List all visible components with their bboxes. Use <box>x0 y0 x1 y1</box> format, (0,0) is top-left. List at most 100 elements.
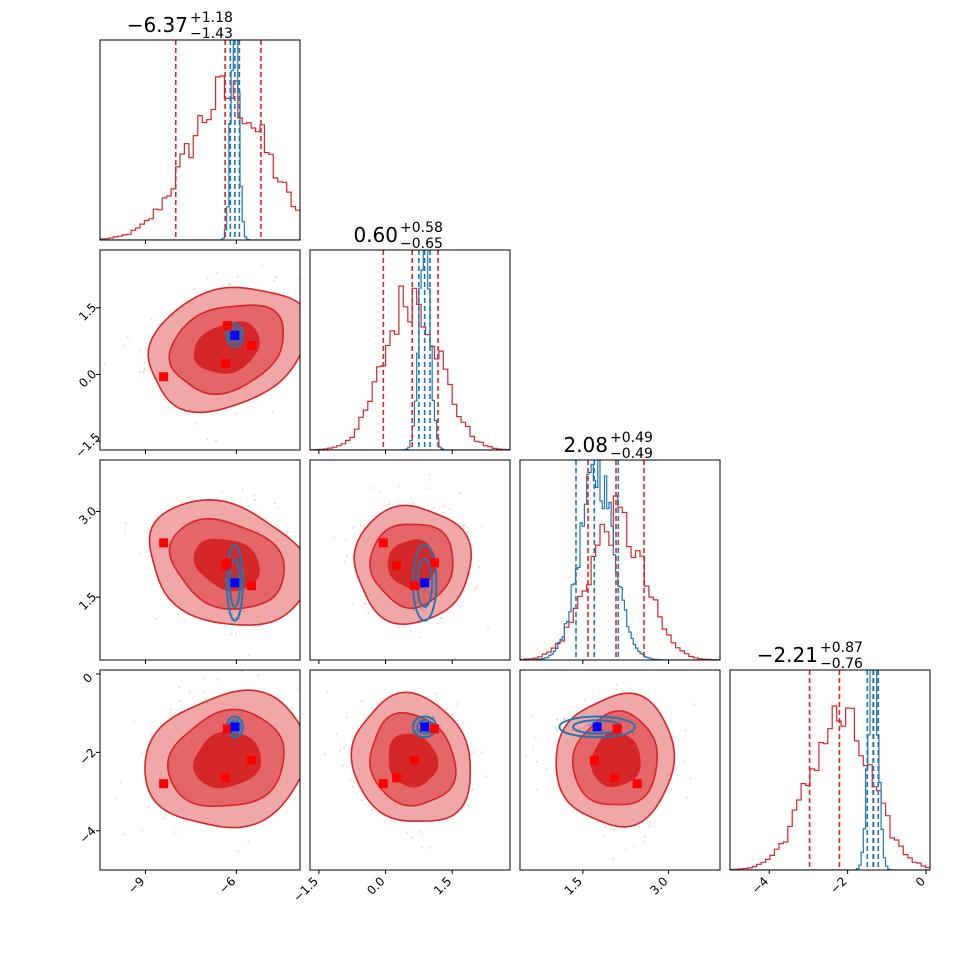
blue-sample-point <box>430 720 433 723</box>
red-sample-point <box>629 687 632 689</box>
hist-panel-4: −2.21 +0.87−0.76 <box>729 640 931 871</box>
blue-sample-point <box>429 718 432 721</box>
blue-sample-point <box>412 737 415 739</box>
panel-frame <box>309 669 511 871</box>
red-sample-point <box>264 518 267 521</box>
red-sample-point <box>463 524 466 527</box>
blue-sample-point <box>421 608 424 611</box>
red-sample-point <box>480 751 483 754</box>
blue-sample-point <box>425 563 428 566</box>
blue-sample-point <box>426 575 428 578</box>
red-sample-point <box>326 364 328 366</box>
blue-sample-point <box>236 568 239 570</box>
red-sample-point <box>472 751 475 753</box>
blue-sample-point <box>423 540 425 543</box>
red-sample-point <box>144 367 146 370</box>
red-sample-point <box>261 265 264 267</box>
x-tick-label: 1.5 <box>431 874 454 897</box>
red-sample-point <box>253 499 256 501</box>
red-sample-point <box>237 850 239 853</box>
blue-sample-point <box>632 732 634 735</box>
red-sample-point <box>215 440 217 443</box>
red-marker <box>247 755 257 765</box>
red-sample-point <box>346 554 348 557</box>
panel-frame <box>99 459 301 661</box>
blue-sample-point <box>423 604 426 606</box>
scatter-panel-4-2 <box>309 669 511 871</box>
blue-sample-point <box>240 714 243 717</box>
red-sample-point <box>306 623 308 625</box>
blue-sample-point <box>563 718 565 721</box>
red-sample-point <box>285 530 288 533</box>
blue-sample-point <box>579 727 581 730</box>
red-marker <box>632 779 642 789</box>
blue-sample-point <box>422 567 424 570</box>
red-sample-point <box>397 485 400 488</box>
red-sample-point <box>305 687 307 689</box>
red-marker <box>378 779 388 789</box>
red-sample-point <box>257 674 260 677</box>
red-sample-point <box>91 387 93 389</box>
blue-sample-point <box>413 608 415 611</box>
red-sample-point <box>625 848 628 851</box>
blue-sample-point <box>432 715 435 718</box>
blue-sample-point <box>421 587 424 589</box>
blue-sample-point <box>430 555 432 557</box>
red-sample-point <box>467 804 470 807</box>
blue-sample-point <box>234 595 237 598</box>
red-sample-point <box>351 603 354 606</box>
blue-sample-point <box>226 710 229 713</box>
x-tick-label: −1.5 <box>291 874 322 905</box>
red-sample-point <box>273 279 276 282</box>
red-sample-point <box>307 351 309 353</box>
red-sample-point <box>410 497 413 499</box>
red-sample-point <box>432 507 435 510</box>
red-sample-point <box>236 275 239 278</box>
y-tick-label: 1.5 <box>76 300 99 323</box>
red-marker <box>247 581 257 591</box>
blue-sample-point <box>590 724 592 726</box>
red-sample-point <box>435 693 437 696</box>
blue-sample-point <box>234 542 236 545</box>
red-sample-point <box>682 760 685 762</box>
red-sample-point <box>352 786 354 788</box>
blue-sample-point <box>620 720 622 723</box>
red-sample-point <box>348 623 350 625</box>
red-sample-point <box>202 691 205 694</box>
red-sample-point <box>642 840 645 842</box>
y-tick-label: 0 <box>80 671 95 686</box>
red-sample-point <box>139 351 142 353</box>
blue-sample-point <box>242 340 245 342</box>
red-marker <box>159 372 169 382</box>
blue-sample-point <box>426 713 428 716</box>
red-sample-point <box>451 713 453 716</box>
panel-frame <box>519 669 721 871</box>
blue-sample-point <box>235 574 238 577</box>
x-tick-label: −9 <box>125 874 147 896</box>
red-sample-point <box>126 335 129 338</box>
red-sample-point <box>324 752 326 755</box>
red-sample-point <box>178 686 181 688</box>
red-sample-point <box>462 525 465 527</box>
blue-sample-point <box>425 612 428 614</box>
blue-sample-point <box>422 590 424 593</box>
red-sample-point <box>303 280 305 282</box>
blue-sample-point <box>429 582 432 585</box>
blue-sample-point <box>427 591 429 593</box>
panel-frame <box>729 669 931 871</box>
red-sample-point <box>525 755 528 757</box>
blue-sample-point <box>425 589 427 592</box>
red-sample-point <box>217 678 219 681</box>
blue-marker <box>230 722 240 732</box>
red-sample-point <box>535 761 538 763</box>
red-marker <box>159 538 169 548</box>
y-tick-label: −2 <box>77 745 99 767</box>
red-sample-point <box>162 817 165 820</box>
red-sample-point <box>228 283 231 286</box>
red-sample-point <box>333 536 335 539</box>
blue-sample-point <box>418 588 421 591</box>
red-marker <box>429 724 439 734</box>
blue-sample-point <box>243 727 246 729</box>
blue-sample-point <box>555 718 558 721</box>
red-sample-point <box>228 283 231 286</box>
